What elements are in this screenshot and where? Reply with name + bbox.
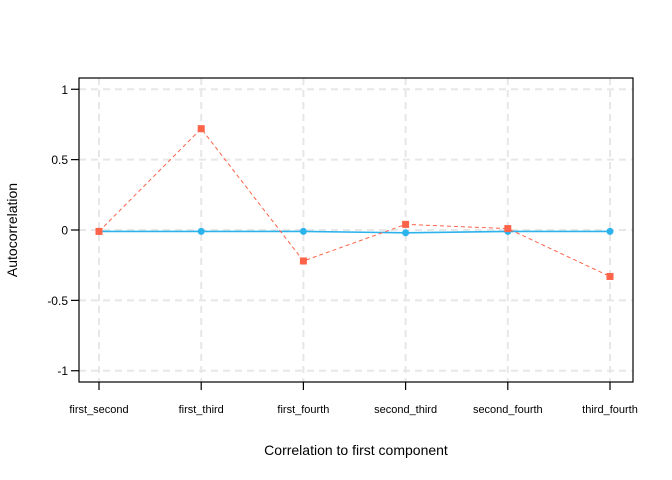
marker-square-pairwise-correlation <box>504 225 512 233</box>
axes <box>71 77 634 390</box>
y-tick-label: -1 <box>57 364 68 378</box>
y-tick-label: -0.5 <box>47 294 68 308</box>
marker-square-pairwise-correlation <box>95 227 103 235</box>
x-category-label: first_second <box>69 404 128 416</box>
x-category-label: second_fourth <box>473 404 543 416</box>
x-category-label: first_fourth <box>277 404 329 416</box>
marker-square-pairwise-correlation <box>299 257 307 265</box>
y-tick-label: 1 <box>61 83 68 97</box>
y-axis-title: Autocorrelation <box>4 183 20 277</box>
y-tick-label: 0 <box>61 224 68 238</box>
marker-square-pairwise-correlation <box>402 220 410 228</box>
x-category-label: first_third <box>179 404 224 416</box>
marker-square-pairwise-correlation <box>606 272 614 280</box>
tick-labels: -1 -0.5 0 0.5 1 first_second first_third first_… <box>47 83 638 416</box>
x-axis-title: Correlation to first component <box>264 442 448 458</box>
x-category-label: second_third <box>374 404 437 416</box>
series-line-baseline <box>99 230 610 234</box>
marker-square-pairwise-correlation <box>197 125 205 133</box>
marker-circle-baseline <box>197 227 205 235</box>
gridlines <box>79 78 633 382</box>
marker-circle-baseline <box>402 229 410 237</box>
data-series <box>95 125 614 280</box>
marker-circle-baseline <box>606 227 614 235</box>
y-tick-label: 0.5 <box>51 153 68 167</box>
series-line-pairwise-correlation <box>98 127 611 277</box>
x-category-label: third_fourth <box>582 404 638 416</box>
marker-circle-baseline <box>299 227 307 235</box>
